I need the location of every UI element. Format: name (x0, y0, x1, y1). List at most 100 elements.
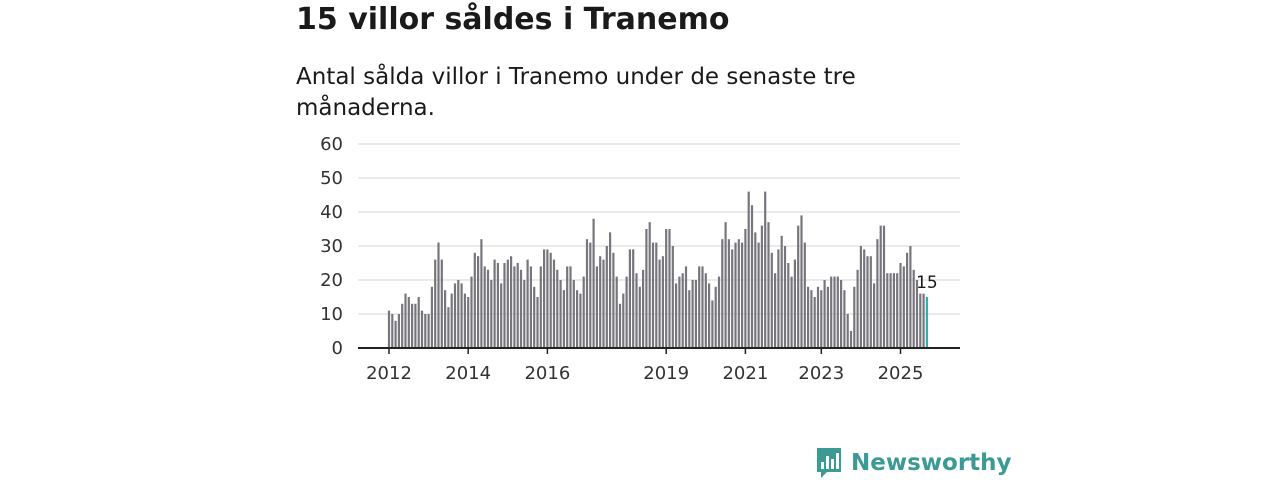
bar (823, 280, 826, 348)
bar (846, 314, 849, 348)
bar (397, 314, 400, 348)
bar (503, 263, 506, 348)
bar (391, 314, 394, 348)
bar (490, 280, 493, 348)
bar (582, 276, 585, 348)
bar (625, 276, 628, 348)
bar (750, 205, 754, 348)
bar (668, 229, 671, 348)
bar (655, 242, 658, 348)
bar (767, 222, 770, 348)
bar (605, 246, 608, 348)
bar (592, 218, 595, 348)
bar (447, 307, 450, 348)
bar (460, 283, 463, 348)
bar (698, 266, 701, 348)
bar (902, 266, 905, 348)
bar (800, 215, 803, 348)
bar (437, 242, 440, 348)
bar (836, 276, 839, 348)
bar (638, 286, 641, 348)
bar (737, 239, 740, 348)
bar (407, 297, 410, 348)
bar (572, 280, 575, 348)
bar (793, 259, 796, 348)
bar (906, 252, 909, 348)
bar (770, 252, 773, 348)
bar (622, 293, 625, 348)
bars (387, 191, 928, 348)
bar (658, 259, 661, 348)
bar (684, 266, 688, 348)
bar (628, 249, 631, 348)
bar (559, 280, 562, 348)
bar (566, 266, 569, 348)
bar (820, 290, 823, 348)
bar (807, 286, 810, 348)
bar (912, 269, 915, 348)
bar (394, 320, 397, 348)
bar (671, 246, 674, 348)
bar (694, 280, 697, 348)
bar (896, 273, 899, 348)
bar (576, 290, 579, 348)
bar (609, 232, 612, 348)
bar (523, 280, 526, 348)
bar (387, 310, 391, 348)
bar (783, 246, 787, 348)
bar (549, 252, 552, 348)
bar (473, 252, 476, 348)
bar (678, 276, 681, 348)
bar (787, 263, 790, 348)
bar (711, 300, 714, 348)
bar (708, 283, 711, 348)
bar (744, 229, 747, 348)
bar (539, 266, 542, 348)
bar (691, 280, 694, 348)
bar (526, 259, 529, 348)
bar (599, 256, 602, 348)
bar (727, 239, 730, 348)
bar (813, 297, 816, 348)
bar (453, 283, 457, 348)
bar (477, 256, 480, 348)
bar (543, 249, 546, 348)
y-tick-label: 20 (320, 270, 343, 291)
last-value-label: 15 (916, 273, 938, 293)
bar (873, 283, 876, 348)
bar (457, 280, 460, 348)
y-axis-labels: 0 10 20 30 40 50 60 (320, 134, 343, 359)
bar (869, 256, 872, 348)
x-axis-labels: 2012 2014 2016 2019 2021 2023 2025 (366, 348, 923, 384)
bar (612, 252, 615, 348)
bar (747, 191, 750, 348)
bar (618, 303, 622, 348)
bar (595, 266, 598, 348)
bar (579, 293, 582, 348)
bar (840, 280, 843, 348)
bar (714, 286, 717, 348)
bar (411, 303, 414, 348)
bar (919, 293, 922, 348)
bar (615, 276, 618, 348)
bar (675, 283, 678, 348)
bar (856, 269, 859, 348)
bar (651, 242, 655, 348)
x-tick-label: 2021 (722, 363, 768, 384)
bar (866, 256, 869, 348)
bar (915, 280, 919, 348)
bar (790, 276, 793, 348)
x-tick-label: 2023 (798, 363, 844, 384)
bar (741, 242, 744, 348)
y-tick-label: 50 (320, 168, 343, 189)
bar (849, 331, 853, 348)
bar (401, 303, 404, 348)
bar (516, 263, 519, 348)
bar (556, 269, 559, 348)
newsworthy-logo-text: Newsworthy (851, 450, 1012, 476)
bar (810, 290, 813, 348)
chart-subtitle: Antal sålda villor i Tranemo under de se… (296, 64, 856, 121)
bar (506, 259, 509, 348)
bar (721, 239, 724, 348)
